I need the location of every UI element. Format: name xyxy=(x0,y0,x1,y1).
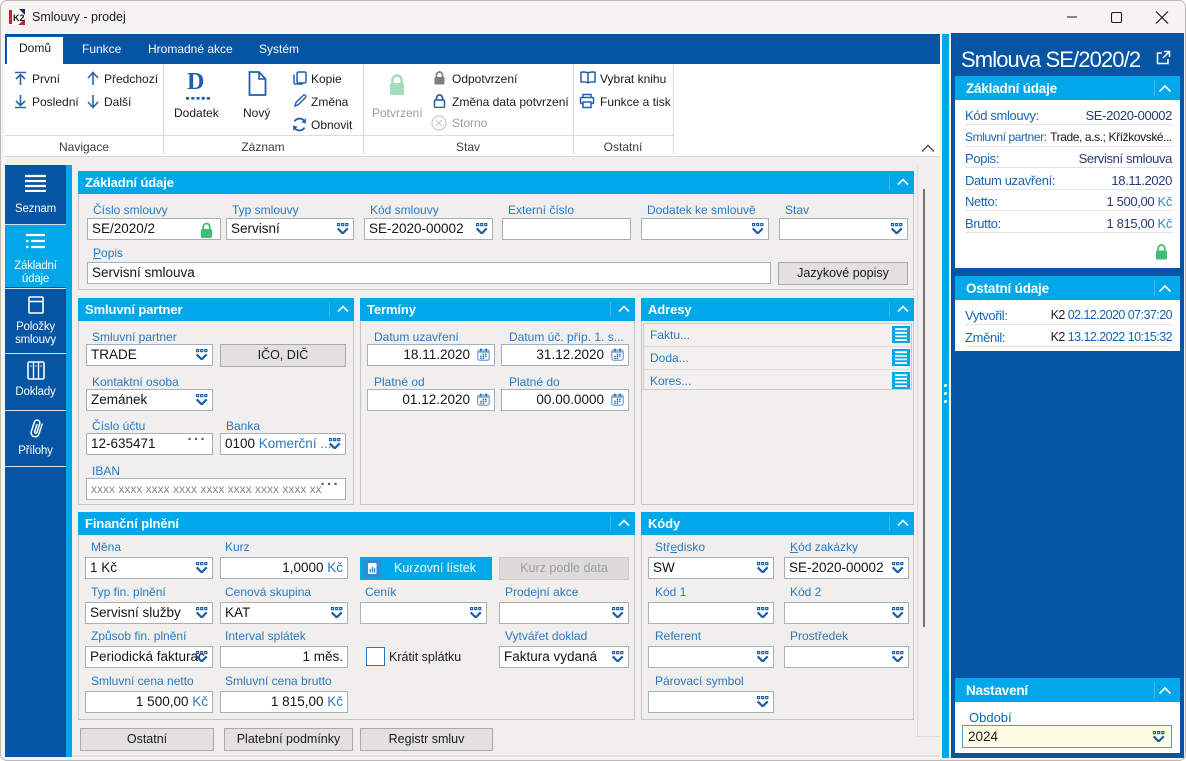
svg-text:K2: K2 xyxy=(13,13,25,23)
